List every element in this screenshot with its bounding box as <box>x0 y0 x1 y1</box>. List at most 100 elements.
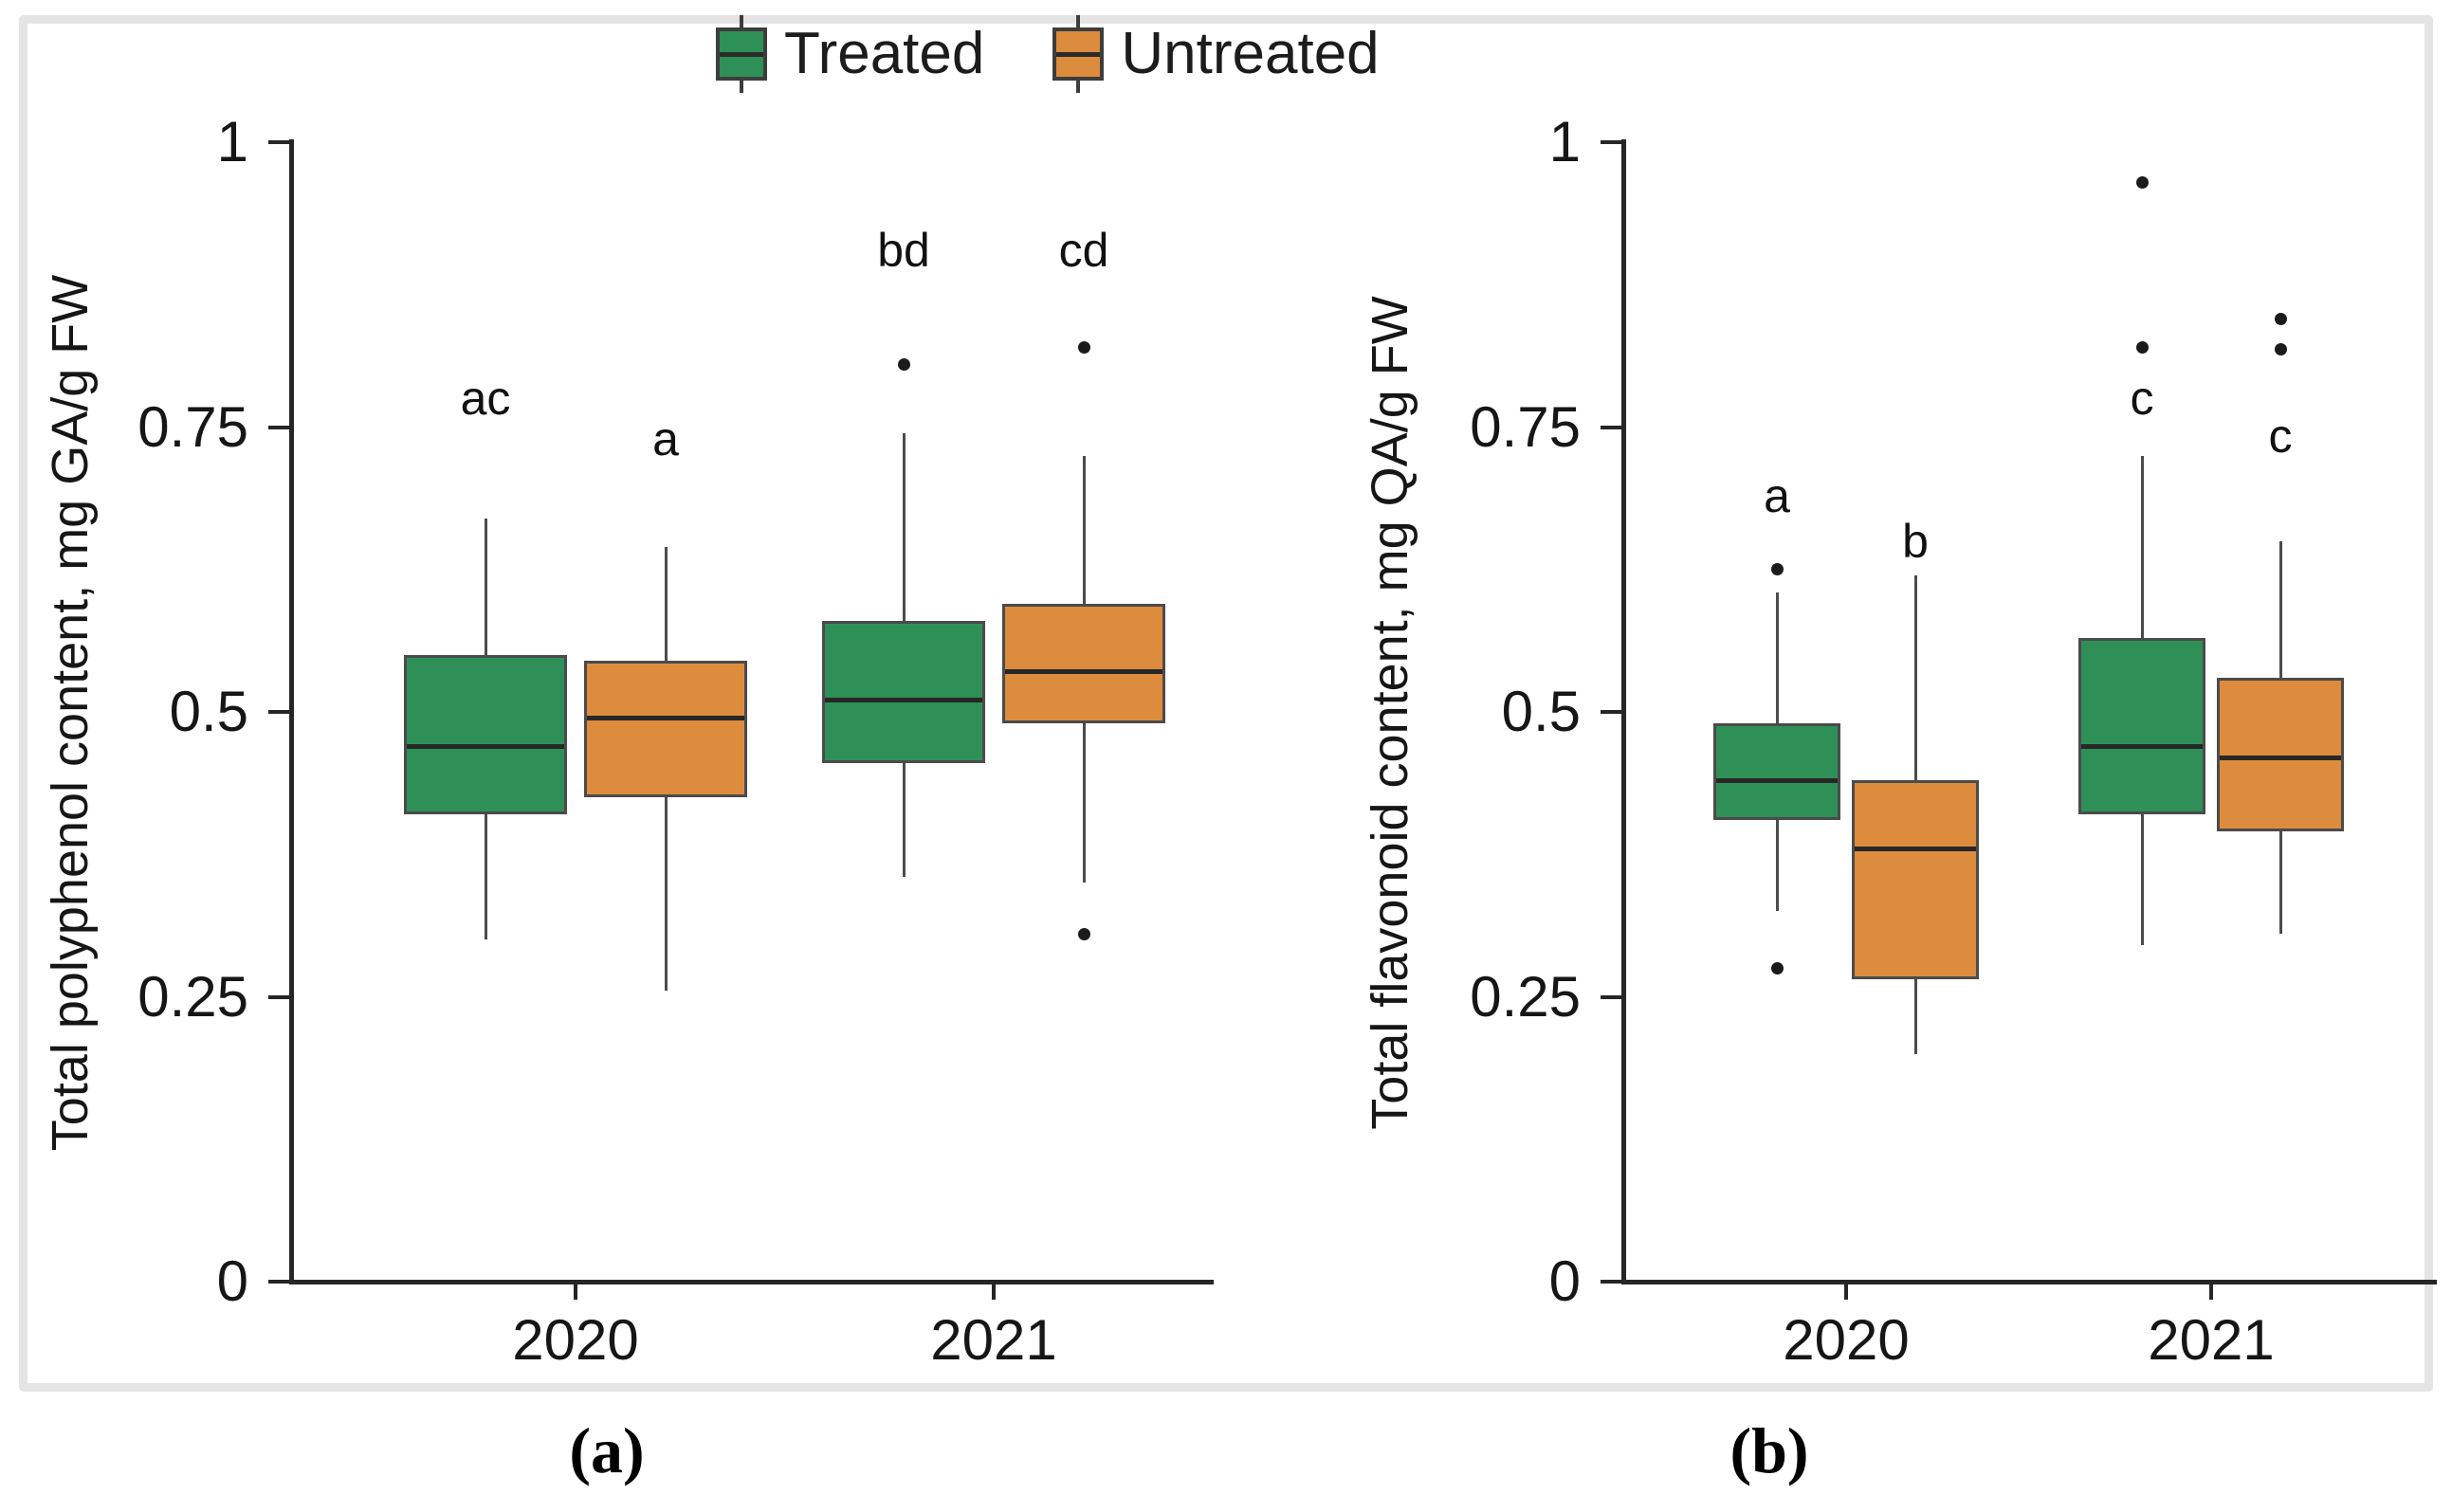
upper-whisker-untreated-2021 <box>1082 455 1086 604</box>
significance-letter-treated-2021: c <box>2130 372 2154 426</box>
swatch-box <box>1052 27 1105 81</box>
significance-letter-untreated-2020: a <box>652 411 679 465</box>
lower-whisker-untreated-2020 <box>664 797 668 992</box>
untreated-boxplot-swatch-icon <box>1052 15 1105 93</box>
box-treated-2021 <box>2078 637 2205 815</box>
x-tick-label: 2020 <box>1783 1308 1910 1372</box>
y-axis-tick <box>268 710 291 714</box>
median-line-untreated-2021 <box>1005 669 1162 675</box>
y-tick-label: 0.75 <box>137 394 248 459</box>
outlier-dot-treated-2021 <box>2135 340 2149 354</box>
outlier-dot-untreated-2021 <box>2274 343 2287 356</box>
swatch-whisker-stub <box>1076 81 1081 93</box>
x-axis-tick <box>574 1284 577 1300</box>
y-tick-label: 0.25 <box>137 964 248 1029</box>
treated-boxplot-swatch-icon <box>716 15 767 93</box>
panel-caption-b: (b) <box>1729 1414 1809 1486</box>
outlier-dot-untreated-2021 <box>2274 312 2287 325</box>
y-tick-label: 0.5 <box>169 680 248 743</box>
y-axis-tick <box>268 140 291 144</box>
x-axis-tick <box>1844 1284 1848 1300</box>
median-line-untreated-2020 <box>587 715 744 720</box>
upper-whisker-untreated-2020 <box>1913 574 1917 781</box>
upper-whisker-treated-2020 <box>1775 592 1779 723</box>
legend-label-untreated: Untreated <box>1121 21 1380 86</box>
figure-border-frame <box>19 15 2433 1392</box>
significance-letter-untreated-2020: b <box>1902 514 1929 568</box>
median-line-treated-2021 <box>2081 743 2203 749</box>
y-axis-tick <box>268 994 291 999</box>
y-tick-label: 0 <box>216 1249 248 1313</box>
y-tick-label: 0.75 <box>1470 394 1581 459</box>
x-axis-tick <box>992 1284 996 1300</box>
upper-whisker-treated-2020 <box>484 518 487 655</box>
y-axis-tick <box>1601 994 1623 999</box>
swatch-median-line <box>1056 52 1101 57</box>
legend-item-untreated: Untreated <box>1052 15 1380 93</box>
y-axis-tick <box>1601 1280 1623 1284</box>
panel-caption-a: (a) <box>569 1414 645 1486</box>
median-line-untreated-2020 <box>1855 846 1976 851</box>
median-line-untreated-2021 <box>2220 755 2341 760</box>
significance-letter-treated-2021: bd <box>877 224 930 278</box>
box-untreated-2020 <box>1852 780 1979 980</box>
y-tick-label: 0.5 <box>1501 680 1581 743</box>
y-axis-tick <box>1601 425 1623 429</box>
outlier-dot-untreated-2021 <box>1077 927 1090 940</box>
upper-whisker-untreated-2020 <box>664 546 668 661</box>
significance-letter-treated-2020: a <box>1764 468 1790 522</box>
x-axis-line <box>289 1280 1214 1284</box>
y-tick-label: 0 <box>1548 1249 1581 1313</box>
x-tick-label: 2021 <box>930 1308 1057 1372</box>
outlier-dot-treated-2020 <box>1770 563 1784 576</box>
y-axis-tick <box>268 425 291 429</box>
median-line-treated-2020 <box>1716 777 1838 783</box>
lower-whisker-treated-2021 <box>902 763 906 878</box>
box-treated-2020 <box>1713 723 1840 821</box>
swatch-whisker-stub <box>1076 15 1081 27</box>
swatch-whisker-stub <box>740 81 743 93</box>
lower-whisker-treated-2020 <box>484 814 487 940</box>
outlier-dot-treated-2021 <box>897 357 910 371</box>
upper-whisker-treated-2021 <box>2140 455 2144 638</box>
outlier-dot-untreated-2021 <box>1077 340 1090 354</box>
box-treated-2021 <box>822 620 985 764</box>
swatch-median-line <box>720 52 763 57</box>
median-line-treated-2021 <box>825 698 982 703</box>
lower-whisker-treated-2021 <box>2140 814 2144 946</box>
box-untreated-2021 <box>2217 677 2344 832</box>
y-tick-label: 0.25 <box>1470 964 1581 1029</box>
box-untreated-2020 <box>584 660 747 798</box>
x-axis-line <box>1621 1280 2437 1284</box>
y-axis-tick <box>1601 710 1623 714</box>
significance-letter-untreated-2021: cd <box>1058 224 1109 278</box>
significance-letter-treated-2020: ac <box>460 372 511 426</box>
box-treated-2020 <box>404 654 567 815</box>
significance-letter-untreated-2021: c <box>2268 410 2293 464</box>
swatch-box <box>716 27 767 81</box>
lower-whisker-treated-2020 <box>1775 820 1779 912</box>
outlier-dot-treated-2021 <box>2135 175 2149 189</box>
legend-item-treated: Treated <box>716 15 984 93</box>
y-axis-tick <box>1601 140 1623 144</box>
lower-whisker-untreated-2020 <box>1913 979 1917 1054</box>
median-line-treated-2020 <box>407 743 564 749</box>
swatch-whisker-stub <box>740 15 743 27</box>
lower-whisker-untreated-2021 <box>1082 723 1086 884</box>
outlier-dot-treated-2020 <box>1770 961 1784 975</box>
y-axis-line <box>289 139 294 1284</box>
x-tick-label: 2020 <box>512 1308 639 1372</box>
y-tick-label: 1 <box>1548 110 1581 173</box>
x-axis-tick <box>2209 1284 2213 1300</box>
lower-whisker-untreated-2021 <box>2278 831 2282 935</box>
legend-label-treated: Treated <box>784 21 985 86</box>
y-tick-label: 1 <box>216 110 248 173</box>
legend: Treated Untreated <box>716 15 1380 93</box>
box-untreated-2021 <box>1002 603 1165 723</box>
y-axis-line <box>1621 139 1626 1284</box>
y-axis-tick <box>268 1280 291 1284</box>
upper-whisker-untreated-2021 <box>2278 540 2282 678</box>
x-tick-label: 2021 <box>2148 1308 2275 1372</box>
upper-whisker-treated-2021 <box>902 432 906 621</box>
